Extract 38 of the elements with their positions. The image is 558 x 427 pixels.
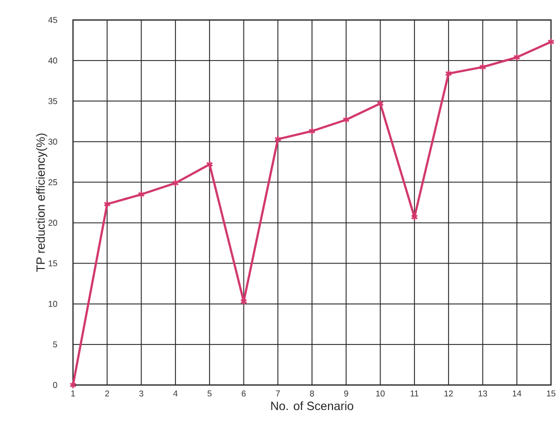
y-tick-label: 0: [53, 382, 58, 388]
x-tick-label: 3: [139, 390, 144, 397]
y-tick-label: 30: [48, 138, 58, 145]
point: [342, 116, 350, 124]
point: [308, 127, 316, 136]
point: [479, 63, 486, 72]
x-tick-label: 9: [344, 390, 348, 397]
point: [274, 135, 282, 144]
point: [445, 70, 452, 78]
point: [172, 179, 180, 188]
x-tick-label: 1: [71, 390, 75, 396]
y-tick-label: 40: [48, 58, 58, 64]
x-tick-label: 15: [546, 390, 556, 396]
point: [206, 160, 214, 168]
point: [513, 53, 520, 62]
y-tick-label: 20: [48, 220, 58, 226]
x-tick-label: 8: [310, 390, 314, 397]
point: [104, 200, 111, 208]
x-axis-title: No. of Scenario: [271, 401, 354, 410]
y-tick-label: 45: [48, 17, 58, 23]
point: [376, 100, 384, 108]
x-tick-label: 14: [512, 390, 522, 396]
x-tick-label: 2: [105, 390, 110, 396]
x-tick-label: 5: [208, 390, 212, 396]
y-tick-label: 25: [48, 179, 58, 186]
x-tick-label: 7: [276, 390, 280, 396]
x-tick-label: 11: [410, 390, 418, 396]
x-tick-label: 4: [173, 390, 178, 396]
y-tick-label: 15: [48, 260, 58, 266]
y-axis-title: TP reduction efficiency(%): [36, 134, 48, 272]
x-tick-label: 10: [376, 390, 385, 397]
point: [138, 190, 145, 198]
y-tick-label: 5: [53, 341, 58, 348]
x-tick-label: 13: [478, 390, 488, 397]
x-tick-label: 6: [242, 390, 246, 397]
y-tick-label: 10: [48, 300, 58, 307]
y-tick-label: 35: [48, 98, 58, 104]
x-tick-label: 12: [444, 390, 453, 396]
